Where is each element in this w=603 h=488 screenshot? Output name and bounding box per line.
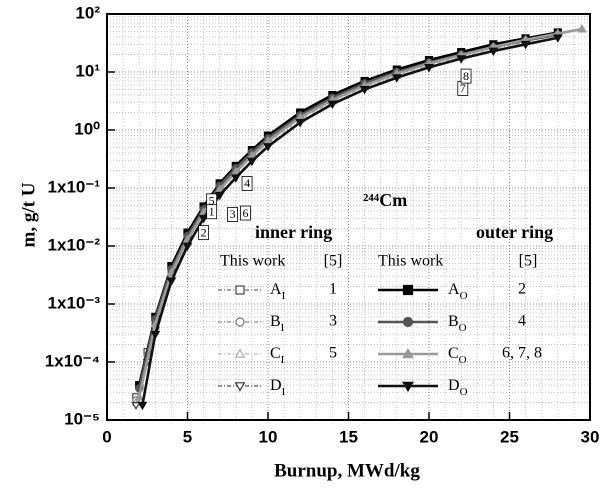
marker xyxy=(327,100,338,110)
legend-ref: 4 xyxy=(518,313,526,330)
legend-title: inner ring xyxy=(255,222,332,242)
marker xyxy=(234,382,246,392)
marker xyxy=(137,401,148,411)
ref-label: 5 xyxy=(209,194,215,208)
y-tick-label: 1x10⁻² xyxy=(48,235,101,254)
ref-box xyxy=(460,68,472,84)
series-line xyxy=(141,36,559,406)
x-tick-label: 15 xyxy=(339,427,358,446)
legend-column-header: [5] xyxy=(519,253,538,270)
marker xyxy=(214,191,225,201)
legend-label: AO xyxy=(448,281,468,302)
marker xyxy=(150,330,161,340)
marker xyxy=(402,347,414,359)
marker xyxy=(520,40,531,50)
ref-label: 6 xyxy=(242,206,248,220)
ref-box xyxy=(198,225,210,241)
y-tick-label: 10⁻⁵ xyxy=(64,409,100,428)
x-tick-label: 20 xyxy=(420,427,439,446)
marker xyxy=(166,277,177,286)
ref-label: 1 xyxy=(209,204,215,218)
legend-label: DO xyxy=(448,377,468,398)
y-tick-label: 10² xyxy=(75,3,100,22)
marker xyxy=(230,174,241,183)
marker xyxy=(234,348,246,358)
y-tick-label: 1x10⁻³ xyxy=(48,293,101,312)
ref-label: 2 xyxy=(201,225,207,239)
legend-title: outer ring xyxy=(476,222,553,242)
marker xyxy=(131,402,141,410)
ref-box xyxy=(206,204,218,220)
y-tick-label: 10⁰ xyxy=(74,119,100,138)
legend-column-header: [5] xyxy=(324,253,343,270)
legend-column-header: This work xyxy=(220,253,285,270)
marker xyxy=(456,55,467,64)
marker xyxy=(263,143,273,152)
marker xyxy=(182,242,193,252)
marker xyxy=(295,119,306,128)
legend-ref: 5 xyxy=(329,345,337,362)
x-tick-label: 0 xyxy=(102,427,111,446)
marker xyxy=(247,157,257,167)
marker xyxy=(235,285,245,295)
legend-label: DI xyxy=(270,377,286,398)
marker xyxy=(402,284,414,296)
ref-box xyxy=(240,205,251,221)
ref-label: 4 xyxy=(244,176,250,190)
x-tick-label: 30 xyxy=(581,427,600,446)
y-tick-label: 10¹ xyxy=(75,61,100,80)
y-tick-label: 1x10⁻⁴ xyxy=(45,351,100,370)
marker xyxy=(577,24,587,33)
ref-box xyxy=(241,176,253,191)
ref-label: 8 xyxy=(463,69,469,83)
x-tick-label: 5 xyxy=(183,427,192,446)
legend-label: AI xyxy=(270,281,286,302)
y-tick-label: 1x10⁻¹ xyxy=(48,177,101,196)
marker xyxy=(166,267,177,276)
marker xyxy=(198,214,209,224)
marker xyxy=(134,391,145,401)
legend-column-header: This work xyxy=(378,253,443,270)
legend-label: BI xyxy=(270,313,285,334)
legend-label: BO xyxy=(448,313,467,334)
marker xyxy=(402,381,414,393)
legend-ref: 2 xyxy=(518,281,526,298)
legend-ref: 3 xyxy=(329,313,337,330)
x-tick-label: 10 xyxy=(259,427,278,446)
ref-label: 3 xyxy=(230,207,236,221)
legend-label: CI xyxy=(270,345,285,366)
ref-label: 7 xyxy=(460,81,466,95)
x-tick-label: 25 xyxy=(500,427,519,446)
marker xyxy=(552,34,563,43)
y-axis-label: m, g/t U xyxy=(18,182,39,247)
marker xyxy=(235,317,245,327)
ref-box xyxy=(227,207,238,222)
marker xyxy=(488,47,499,57)
legend-ref: 1 xyxy=(329,281,337,298)
x-axis-label: Burnup, MWd/kg xyxy=(274,460,420,481)
annotation: ²⁴⁴Cm xyxy=(363,190,407,210)
marker xyxy=(402,316,414,328)
legend: inner ring This work [5] outer ring This wor… xyxy=(218,222,553,398)
marker xyxy=(391,74,402,83)
marker xyxy=(424,64,434,73)
legend-ref: 6, 7, 8 xyxy=(502,345,542,362)
legend-label: CO xyxy=(448,345,467,366)
marker xyxy=(359,86,370,95)
